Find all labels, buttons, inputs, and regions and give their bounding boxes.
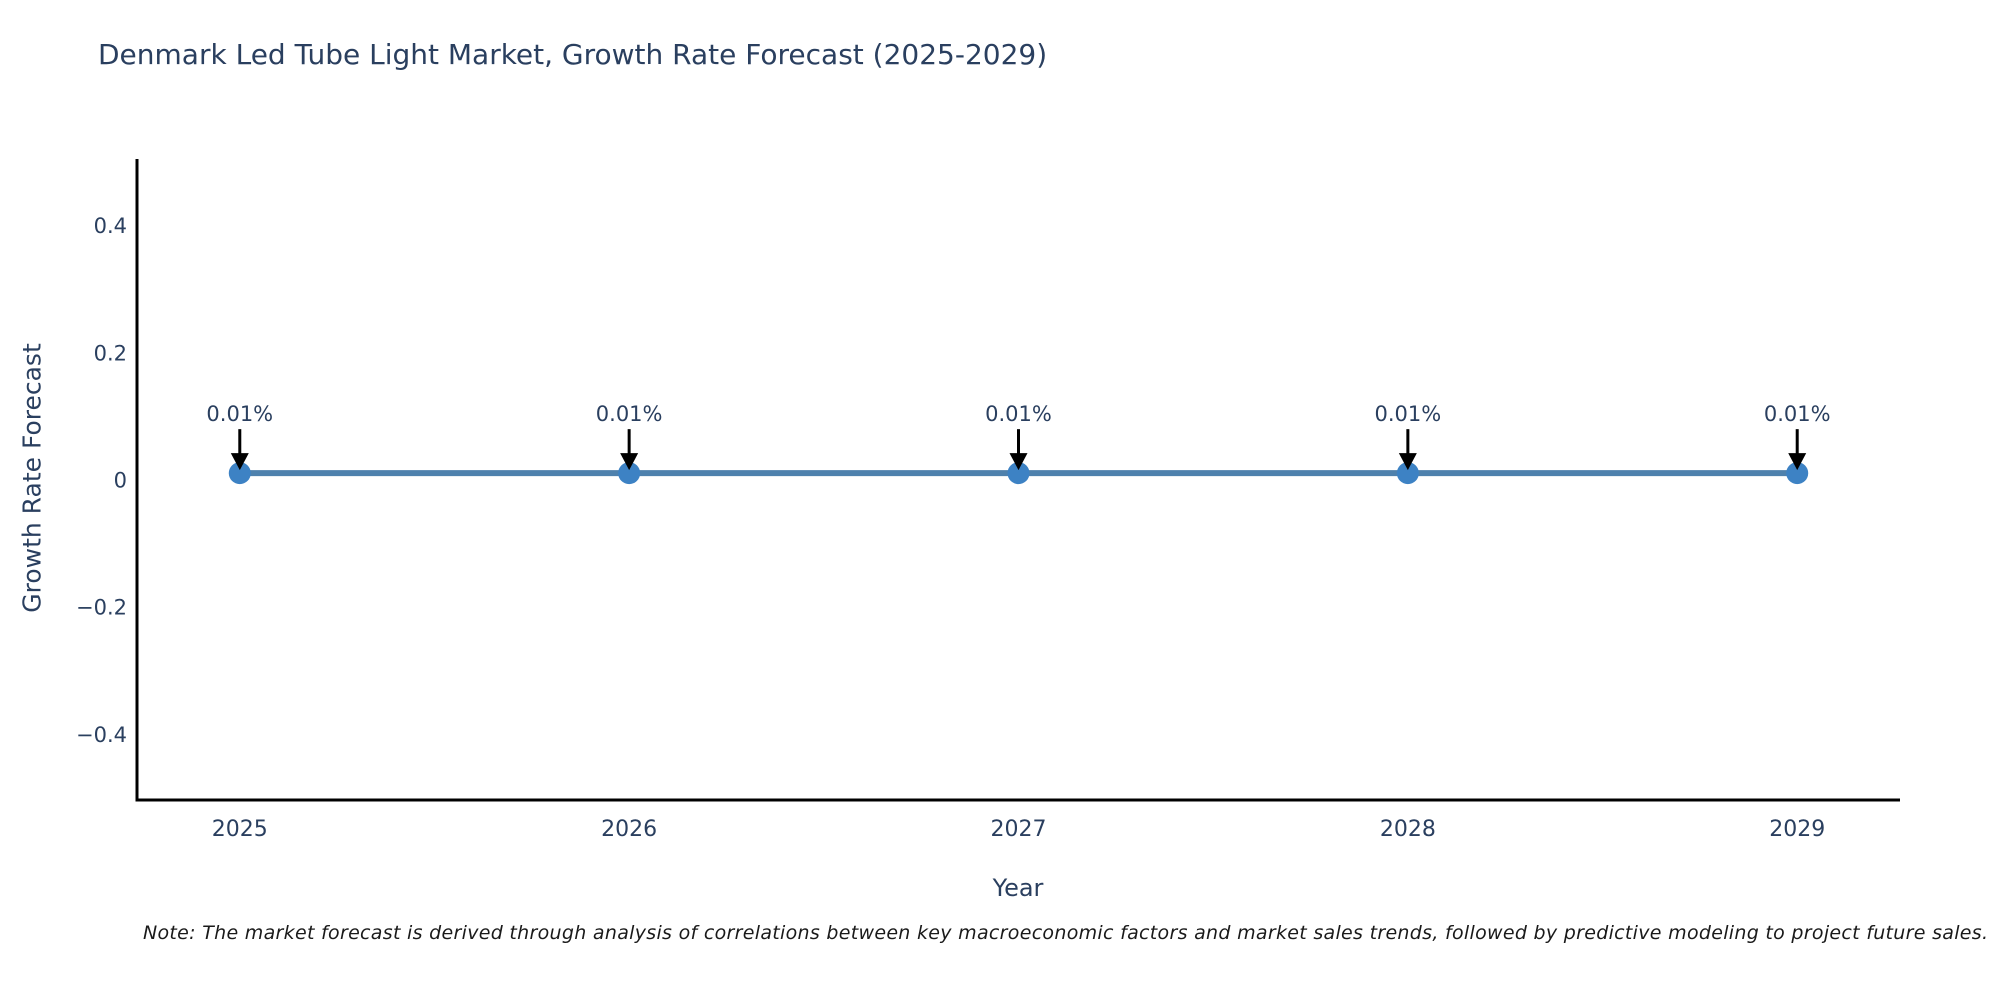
data-point-marker[interactable] bbox=[1786, 462, 1809, 485]
y-tick-label: 0.2 bbox=[94, 341, 127, 365]
data-point-marker[interactable] bbox=[1007, 462, 1030, 485]
data-point-label: 0.01% bbox=[985, 402, 1052, 426]
footnote-text: Note: The market forecast is derived thr… bbox=[143, 922, 1989, 944]
annotation-arrow-head bbox=[230, 453, 249, 471]
annotation-arrow-head bbox=[620, 453, 639, 471]
data-point-label: 0.01% bbox=[206, 402, 273, 426]
data-point-marker[interactable] bbox=[618, 462, 641, 485]
plot-area: 0.4 0.2 0 −0.2 −0.4 2025 2026 2027 2028 2029 0.01%… bbox=[76, 159, 1900, 842]
annotation-arrow-head bbox=[1788, 453, 1807, 471]
x-tick-label: 2028 bbox=[1380, 817, 1436, 842]
y-tick-label: 0 bbox=[114, 469, 127, 493]
data-point-label: 0.01% bbox=[1374, 402, 1441, 426]
y-tick-label: 0.4 bbox=[94, 214, 127, 238]
data-point-label: 0.01% bbox=[1764, 402, 1831, 426]
x-tick-label: 2029 bbox=[1769, 817, 1825, 842]
y-tick-label: −0.4 bbox=[76, 723, 127, 747]
data-point-marker[interactable] bbox=[228, 462, 251, 485]
x-tick-label: 2026 bbox=[601, 817, 657, 842]
data-point-marker[interactable] bbox=[1396, 462, 1419, 485]
x-tick-label: 2027 bbox=[991, 817, 1047, 842]
chart-title: Denmark Led Tube Light Market, Growth Ra… bbox=[98, 38, 1048, 71]
annotation-arrow-head bbox=[1009, 453, 1028, 471]
x-axis-title: Year bbox=[992, 874, 1044, 902]
annotation-arrow-head bbox=[1398, 453, 1417, 471]
x-tick-label: 2025 bbox=[212, 817, 268, 842]
y-tick-label: −0.2 bbox=[76, 596, 127, 620]
data-point-label: 0.01% bbox=[596, 402, 663, 426]
